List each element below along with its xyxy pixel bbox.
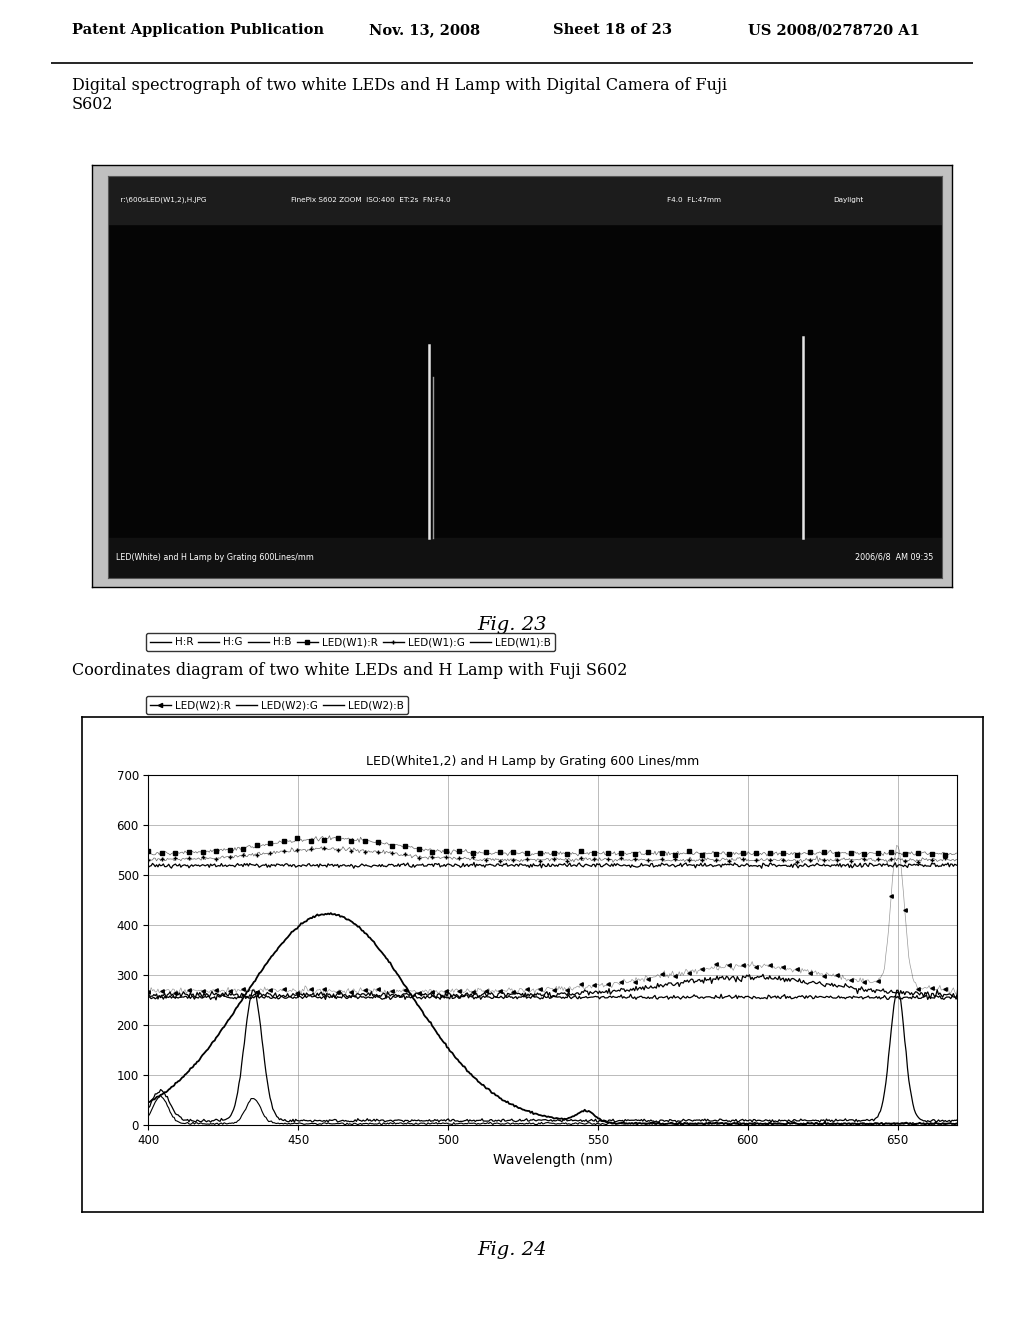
Text: Sheet 18 of 23: Sheet 18 of 23 [553,24,672,37]
Text: Coordinates diagram of two white LEDs and H Lamp with Fuji S602: Coordinates diagram of two white LEDs an… [72,661,627,678]
Bar [108,539,942,578]
Legend: LED(W2):R, LED(W2):G, LED(W2):B: LED(W2):R, LED(W2):G, LED(W2):B [145,696,408,714]
Text: 2006/6/8  AM 09:35: 2006/6/8 AM 09:35 [855,553,934,562]
Text: Nov. 13, 2008: Nov. 13, 2008 [369,24,480,37]
Text: LED(White1,2) and H Lamp by Grating 600 Lines/mm: LED(White1,2) and H Lamp by Grating 600 … [366,755,699,768]
Text: Patent Application Publication: Patent Application Publication [72,24,324,37]
Text: Digital spectrograph of two white LEDs and H Lamp with Digital Camera of Fuji
S6: Digital spectrograph of two white LEDs a… [72,77,727,114]
Text: Daylight: Daylight [834,197,864,203]
Bar [108,176,942,224]
Text: LED(White) and H Lamp by Grating 600Lines/mm: LED(White) and H Lamp by Grating 600Line… [116,553,313,562]
Text: Fig. 23: Fig. 23 [477,615,547,634]
Text: r:\600sLED(W1,2),H.JPG: r:\600sLED(W1,2),H.JPG [116,197,207,203]
Text: Fig. 24: Fig. 24 [477,1241,547,1259]
Text: F4.0  FL:47mm: F4.0 FL:47mm [667,197,721,203]
X-axis label: Wavelength (nm): Wavelength (nm) [493,1152,613,1167]
Text: FinePix S602 ZOOM  ISO:400  ET:2s  FN:F4.0: FinePix S602 ZOOM ISO:400 ET:2s FN:F4.0 [291,197,451,203]
Text: US 2008/0278720 A1: US 2008/0278720 A1 [748,24,920,37]
